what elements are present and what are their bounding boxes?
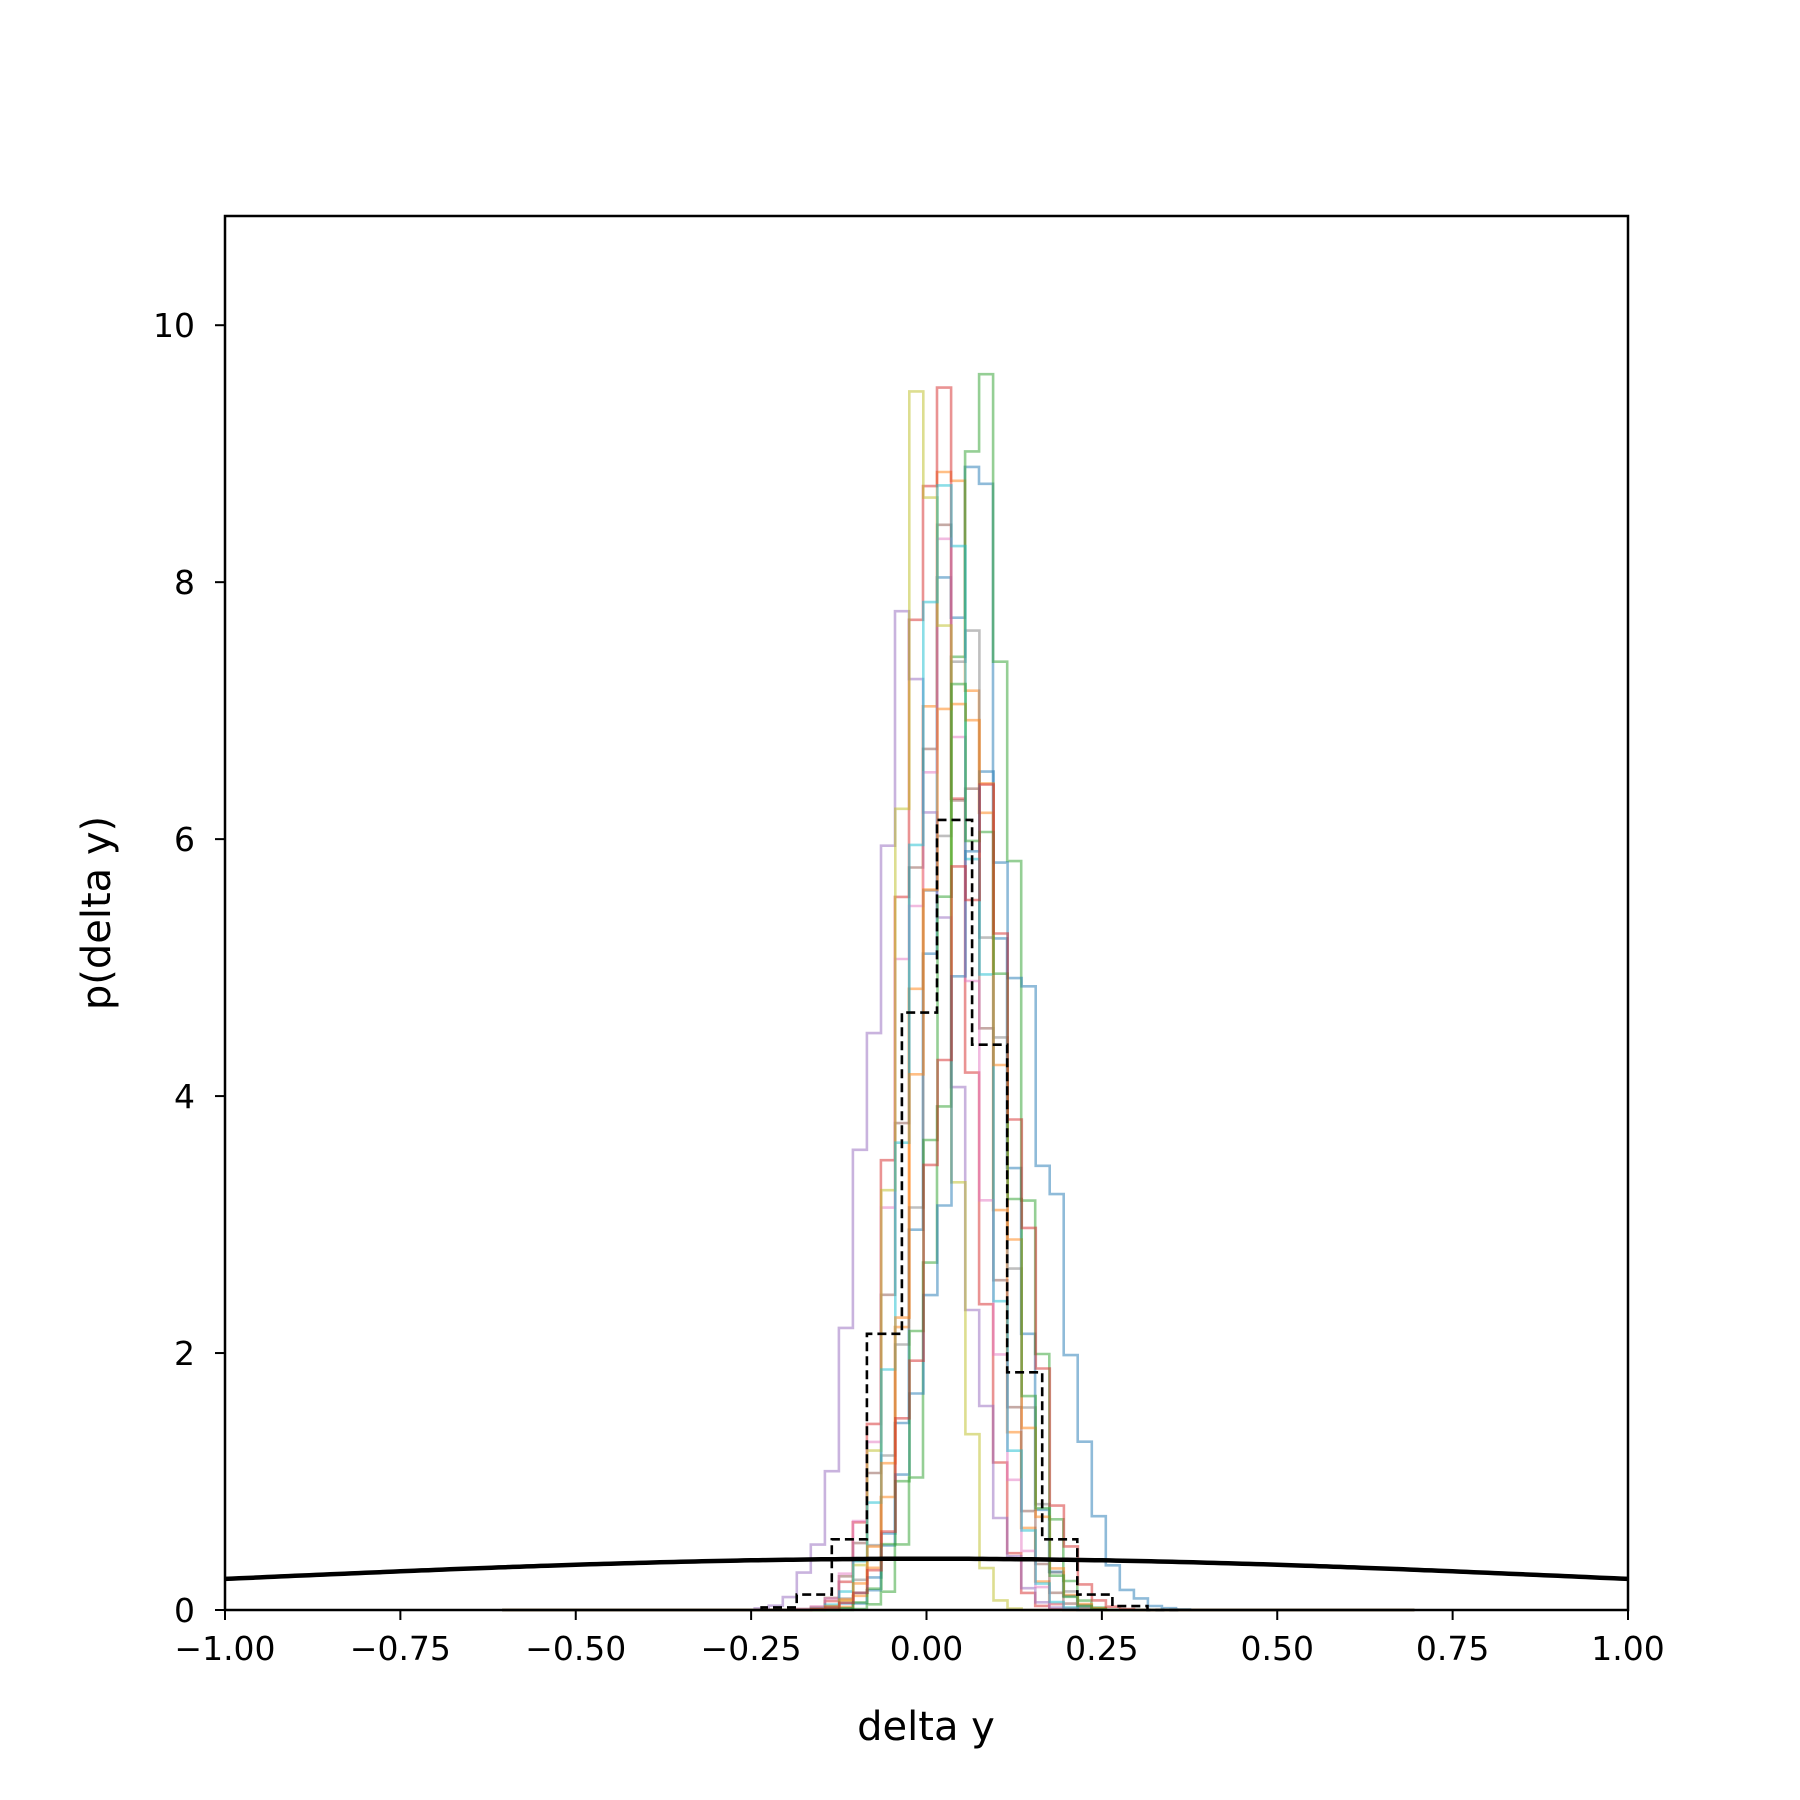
y-axis-ticks: 0 2 4 6 8 10	[153, 306, 225, 1630]
aggregate-histogram	[760, 818, 1183, 1612]
y-tick-label: 10	[153, 306, 195, 345]
y-tick-label: 2	[174, 1334, 195, 1373]
x-tick-label: −0.25	[701, 1629, 802, 1668]
plot-background	[225, 216, 1628, 1610]
reference-normal-curve	[224, 1556, 1629, 1582]
x-tick-label: 0.75	[1416, 1629, 1489, 1668]
y-tick-label: 8	[174, 563, 195, 602]
y-axis-label: p(delta y)	[74, 816, 120, 1010]
y-tick-label: 6	[174, 820, 195, 859]
x-tick-label: −0.50	[525, 1629, 626, 1668]
x-tick-label: 0.25	[1065, 1629, 1138, 1668]
x-tick-label: 0.00	[890, 1629, 963, 1668]
reference-curve-layer	[224, 1556, 1629, 1582]
y-tick-label: 4	[174, 1077, 195, 1116]
x-tick-label: 1.00	[1591, 1629, 1664, 1668]
x-axis-label: delta y	[857, 1704, 995, 1750]
x-axis-ticks: −1.00 −0.75 −0.50 −0.25 0.00 0.25 0.50 0.75 1.00	[174, 1610, 1665, 1668]
x-tick-label: −1.00	[174, 1629, 275, 1668]
y-tick-label: 0	[174, 1591, 195, 1630]
x-tick-label: 0.50	[1241, 1629, 1314, 1668]
x-tick-label: −0.75	[350, 1629, 451, 1668]
aggregate-histogram-layer	[760, 818, 1183, 1612]
